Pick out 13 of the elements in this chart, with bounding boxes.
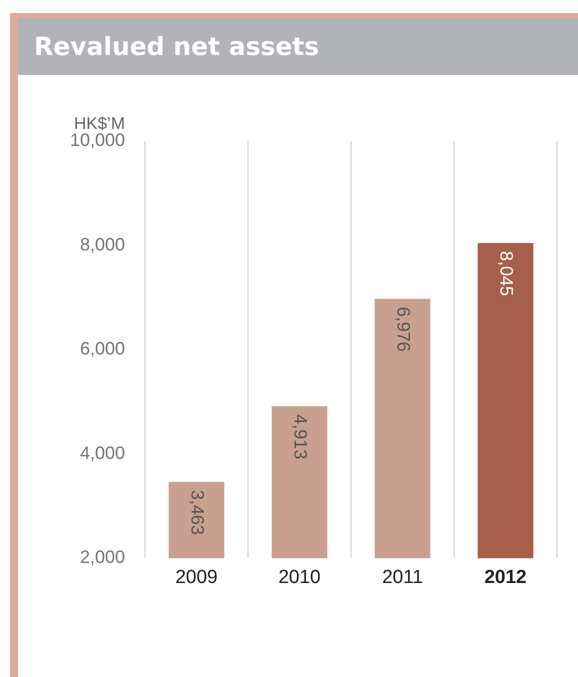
x-tick-label: 2009 <box>175 566 218 588</box>
chart-title: Revalued net assets <box>18 18 578 75</box>
x-tick-label: 2010 <box>278 566 321 588</box>
y-tick-label: 2,000 <box>80 547 125 568</box>
data-label: 4,913 <box>290 414 311 460</box>
data-label: 3,463 <box>188 490 208 535</box>
data-label: 6,976 <box>394 306 414 352</box>
x-tick-label: 2012 <box>484 566 527 588</box>
y-tick-label: 8,000 <box>80 234 125 254</box>
data-label: 8,045 <box>496 250 517 296</box>
x-tick-label: 2011 <box>382 566 423 588</box>
y-tick-label: 4,000 <box>80 442 125 463</box>
y-tick-label: 6,000 <box>80 338 125 359</box>
